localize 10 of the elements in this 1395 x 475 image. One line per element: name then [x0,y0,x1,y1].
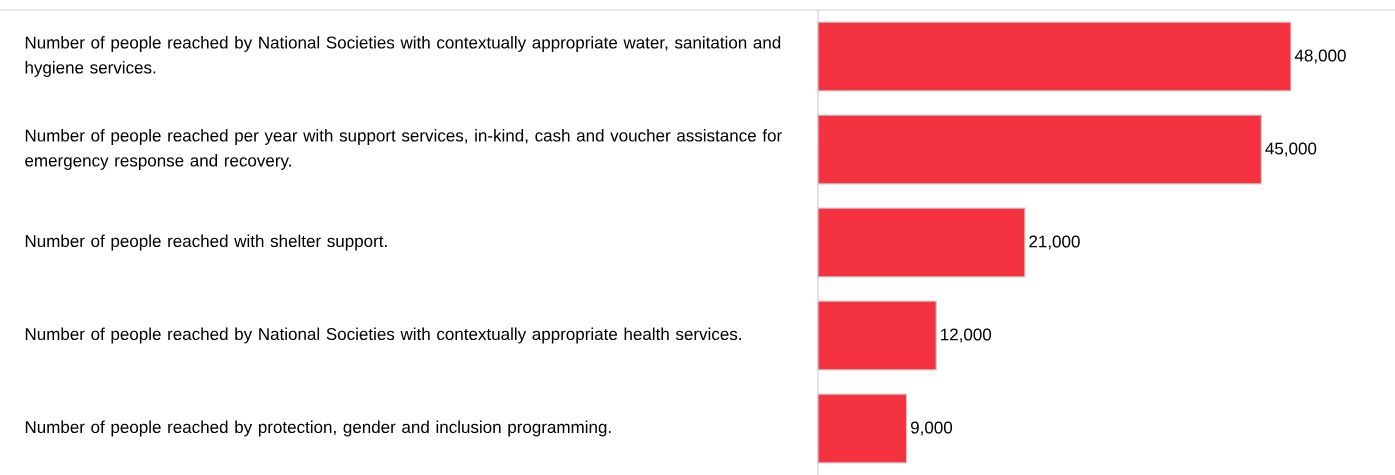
y-tick-label: Number of people reached by National Societies with contextually appropriate health services. [25,327,741,344]
data-label: 12,000 [941,328,992,343]
data-label: 48,000 [1294,49,1346,64]
y-tick-label: Number of people reached with shelter support. [25,234,387,251]
y-tick-label: Number of people reached by protection, gender and inclusion programming. [25,420,611,437]
y-tick-label: Number of people reached by National Societies with contextually appropriate water, sanitation and hygiene services. [25,36,781,77]
data-label: 21,000 [1029,235,1080,250]
data-label: 9,000 [911,421,953,436]
y-tick-label: Number of people reached per year with support services, in-kind, cash and voucher assistance for emergency response and recovery. [25,129,782,170]
data-label: 45,000 [1265,142,1317,157]
